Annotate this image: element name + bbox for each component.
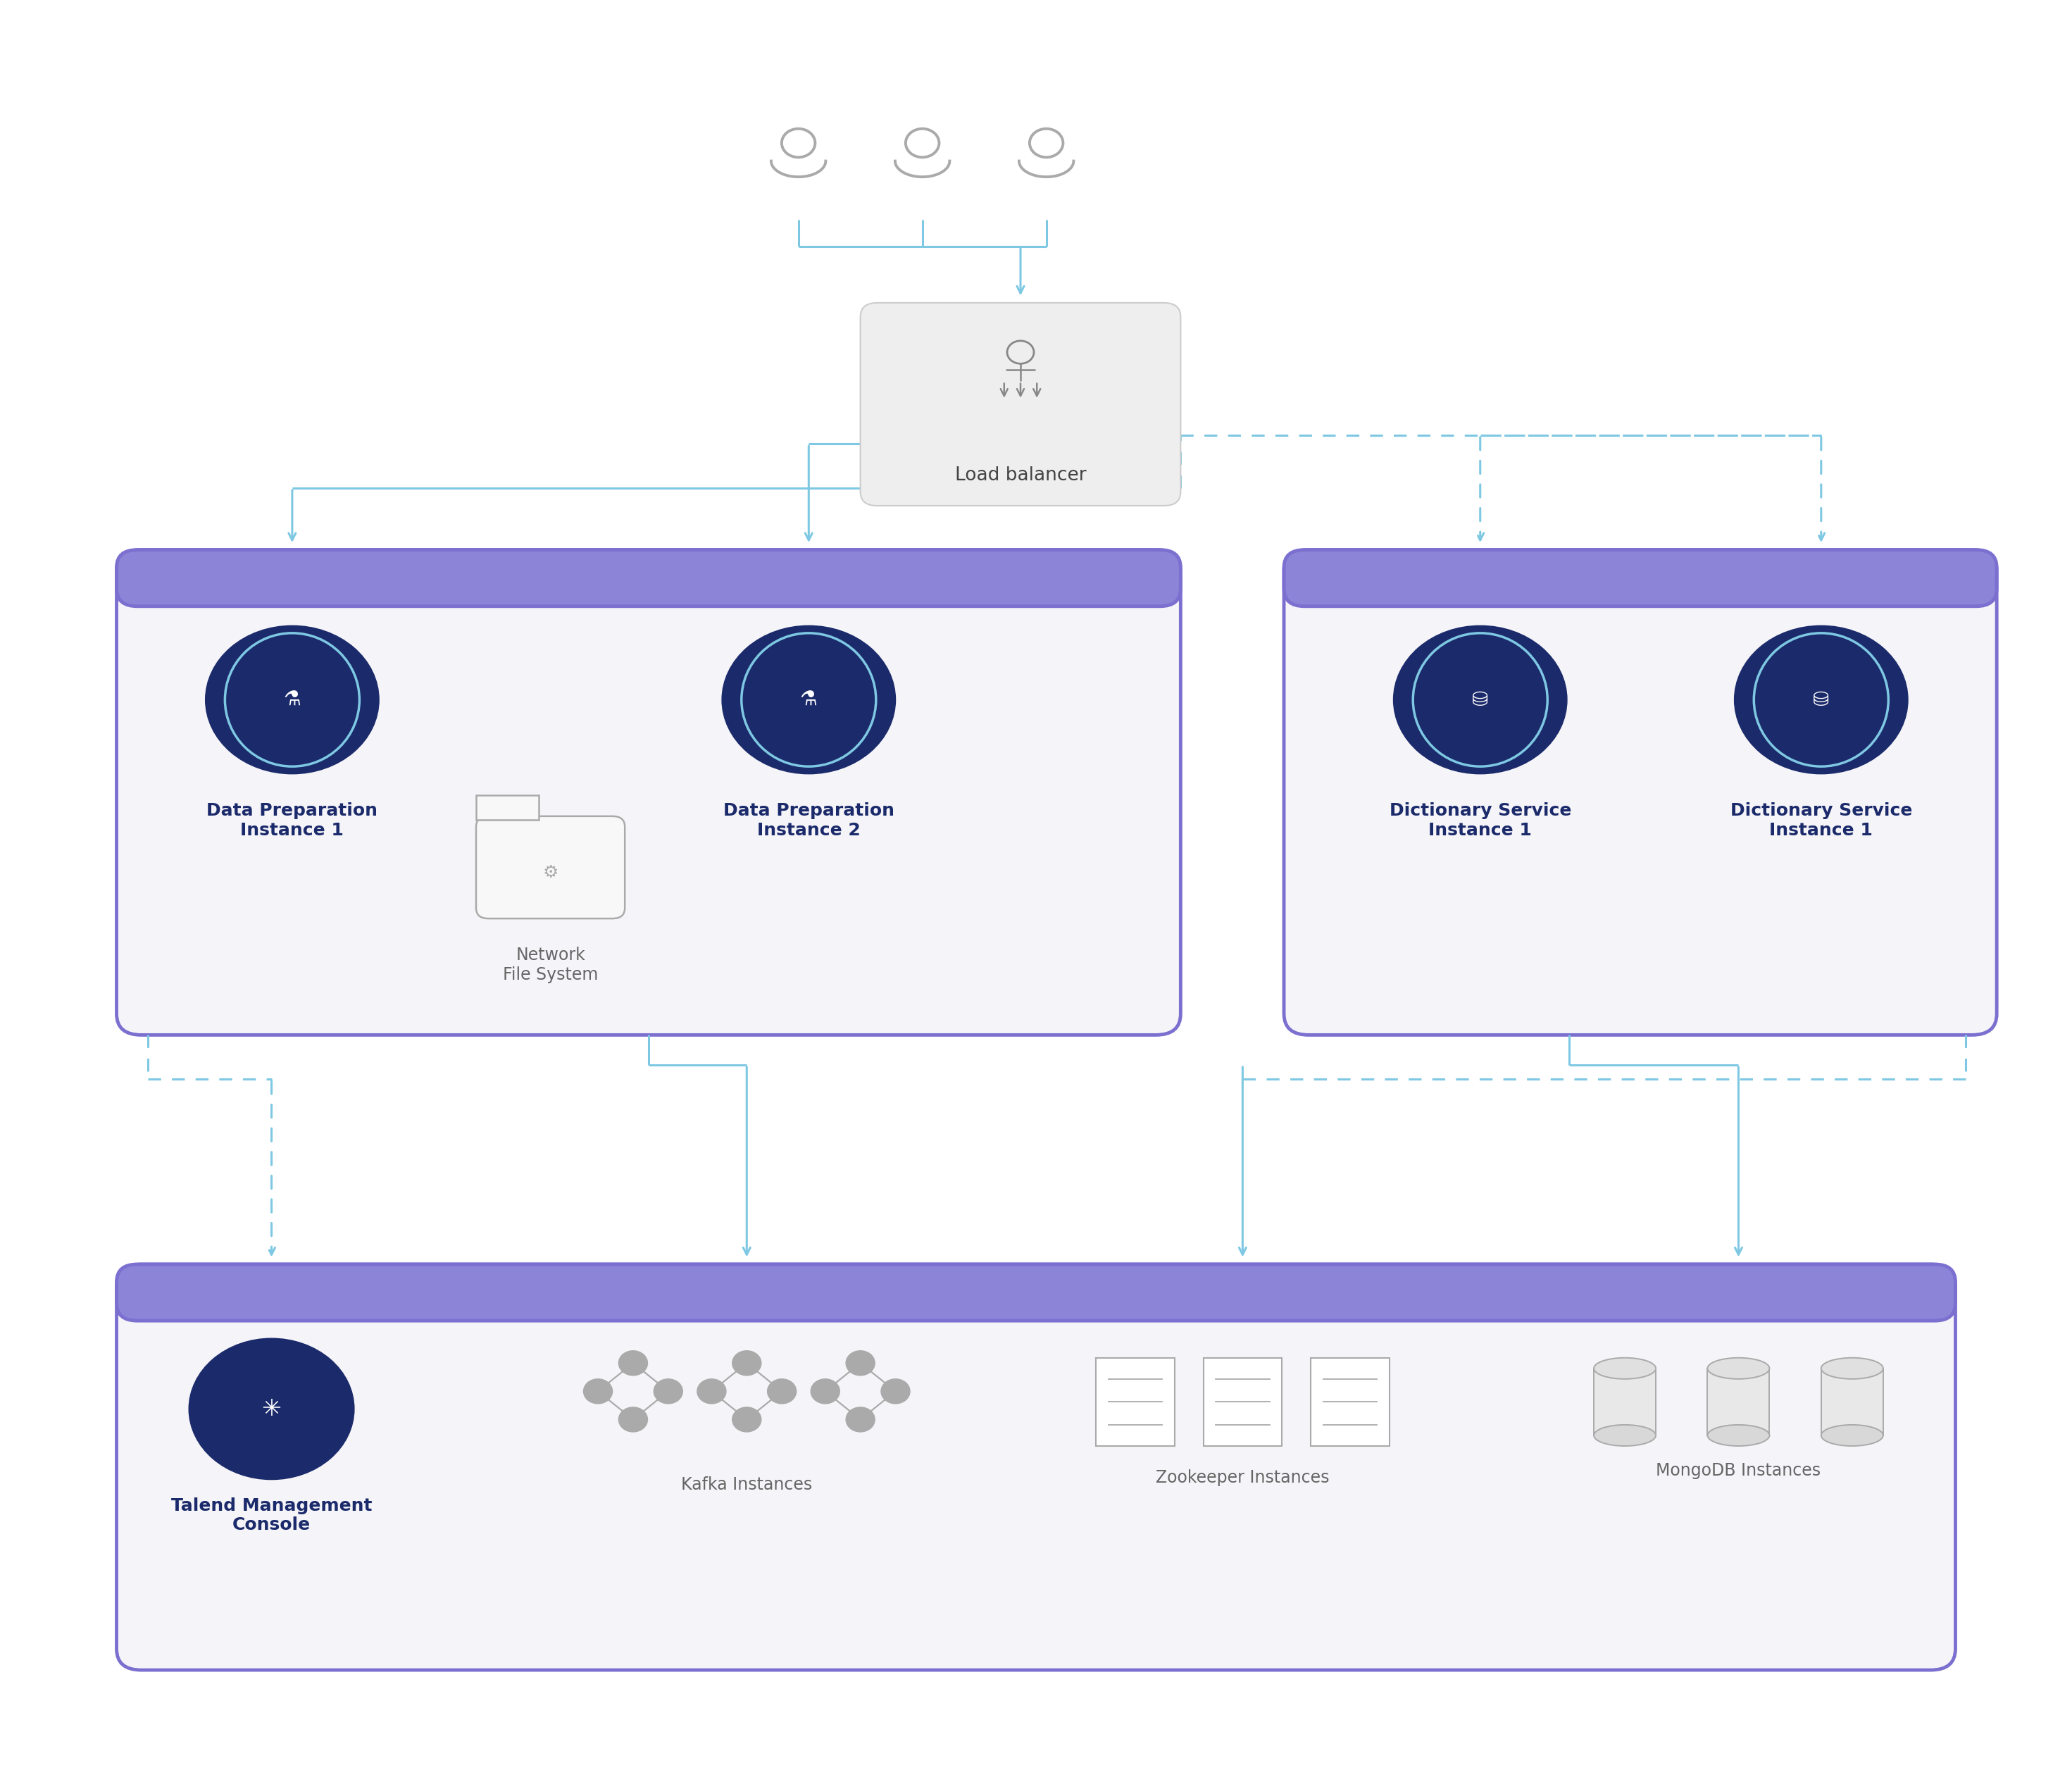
Text: Dictionary Service
Instance 1: Dictionary Service Instance 1 (1730, 802, 1912, 839)
Ellipse shape (1593, 1425, 1656, 1446)
Text: ⚗: ⚗ (284, 690, 300, 710)
Circle shape (721, 625, 895, 773)
Ellipse shape (1707, 1425, 1769, 1446)
Circle shape (1394, 625, 1566, 773)
FancyBboxPatch shape (116, 1264, 1956, 1320)
Text: ⚗: ⚗ (800, 690, 818, 710)
Bar (1593, 1368, 1656, 1435)
Bar (477, 795, 539, 820)
Circle shape (810, 1379, 839, 1404)
Circle shape (767, 1379, 796, 1404)
Text: Dictionary Service
Instance 1: Dictionary Service Instance 1 (1388, 802, 1571, 839)
FancyBboxPatch shape (860, 303, 1181, 506)
Circle shape (845, 1351, 874, 1375)
Text: Load balancer: Load balancer (955, 466, 1086, 485)
Ellipse shape (1821, 1425, 1883, 1446)
Text: ✳: ✳ (261, 1397, 282, 1421)
Ellipse shape (1707, 1358, 1769, 1379)
Text: Zookeeper Instances: Zookeeper Instances (1156, 1469, 1330, 1485)
Ellipse shape (1593, 1358, 1656, 1379)
FancyBboxPatch shape (116, 550, 1181, 1035)
Circle shape (845, 1407, 874, 1432)
Bar (1204, 1358, 1283, 1446)
Text: MongoDB Instances: MongoDB Instances (1656, 1462, 1821, 1478)
Bar (1312, 1358, 1390, 1446)
Text: ⛁: ⛁ (1813, 690, 1830, 710)
FancyBboxPatch shape (1285, 550, 1997, 607)
Circle shape (881, 1379, 910, 1404)
Text: ⚙: ⚙ (543, 864, 557, 881)
FancyBboxPatch shape (116, 550, 1181, 607)
Text: Network
File System: Network File System (503, 947, 599, 982)
Ellipse shape (1821, 1358, 1883, 1379)
Bar (1096, 1358, 1175, 1446)
Circle shape (731, 1407, 760, 1432)
FancyBboxPatch shape (1285, 550, 1997, 1035)
Circle shape (731, 1351, 760, 1375)
Bar (1821, 1368, 1883, 1435)
Text: Kafka Instances: Kafka Instances (682, 1476, 812, 1492)
Text: Data Preparation
Instance 1: Data Preparation Instance 1 (207, 802, 377, 839)
Circle shape (584, 1379, 613, 1404)
Circle shape (1734, 625, 1908, 773)
Circle shape (696, 1379, 725, 1404)
FancyBboxPatch shape (116, 1264, 1956, 1671)
Circle shape (620, 1351, 649, 1375)
Circle shape (620, 1407, 649, 1432)
FancyBboxPatch shape (477, 816, 626, 919)
Circle shape (655, 1379, 682, 1404)
Text: Talend Management
Console: Talend Management Console (172, 1497, 373, 1533)
Circle shape (205, 625, 379, 773)
Text: ⛁: ⛁ (1471, 690, 1488, 710)
Circle shape (189, 1338, 354, 1480)
Bar (1707, 1368, 1769, 1435)
Text: Data Preparation
Instance 2: Data Preparation Instance 2 (723, 802, 895, 839)
